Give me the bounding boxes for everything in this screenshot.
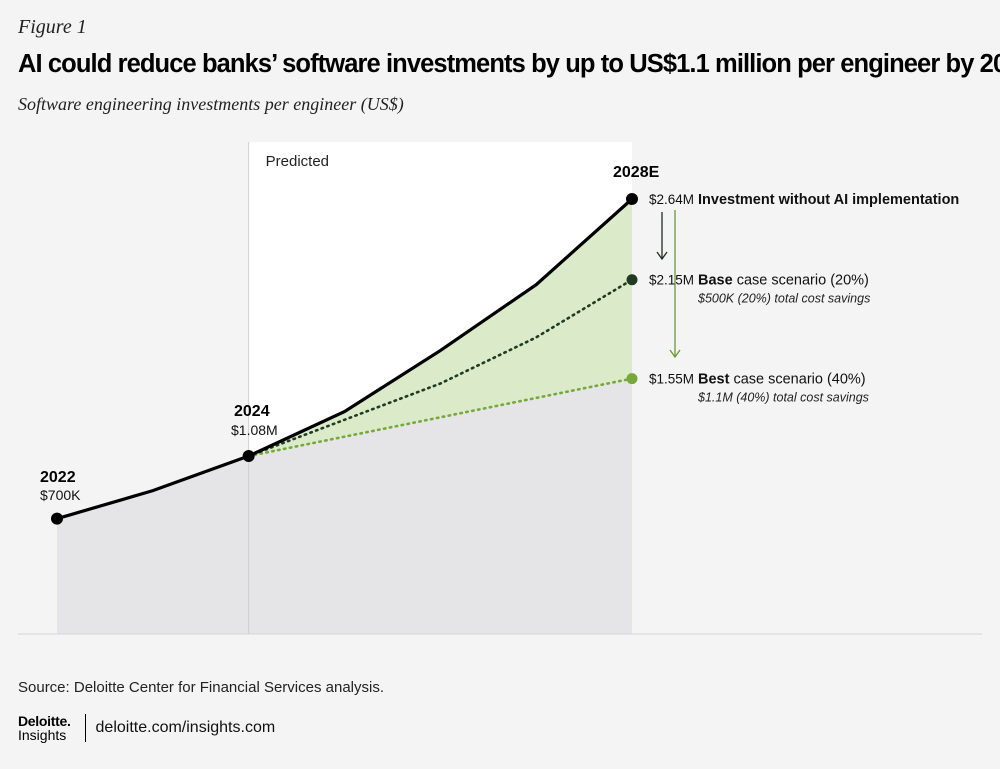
- end-label-bold-2: Best: [698, 372, 730, 388]
- chart-subtitle: Software engineering investments per eng…: [18, 94, 404, 114]
- label-value-2024: $1.08M: [231, 422, 278, 438]
- point-2028-base: [626, 274, 638, 286]
- brand-divider: [84, 714, 86, 742]
- end-label-bold-1: Base: [698, 273, 733, 289]
- chart-title: AI could reduce banks’ software investme…: [18, 50, 1000, 78]
- label-year-2028: 2028E: [613, 164, 660, 181]
- base-case-line: [247, 278, 634, 458]
- end-value-0: $2.64M: [649, 192, 694, 207]
- brand-footer: Deloitte. Insights deloitte.com/insights…: [18, 714, 275, 742]
- brand-name: Deloitte.: [18, 713, 71, 729]
- end-label-bold-0: Investment without AI implementation: [698, 192, 959, 208]
- brand-sub: Insights: [18, 727, 67, 743]
- figure-label: Figure 1: [18, 16, 87, 38]
- end-label-0: Investment without AI implementation: [698, 192, 959, 208]
- label-year-2022: 2022: [40, 469, 76, 486]
- deloitte-insights-logo: Deloitte. Insights: [18, 714, 71, 742]
- end-label-rest-1: case scenario (20%): [733, 273, 869, 289]
- point-2022: [51, 512, 63, 525]
- label-year-2024: 2024: [234, 403, 270, 420]
- arrow-base-head: [656, 251, 668, 261]
- point-2028-main: [626, 193, 638, 205]
- end-label-rest-2: case scenario (40%): [729, 372, 865, 388]
- historical-area: [57, 378, 632, 634]
- label-value-2022: $700K: [40, 487, 81, 503]
- point-2024: [242, 450, 255, 463]
- end-label-2: Best case scenario (40%): [698, 372, 866, 388]
- savings-area: [248, 199, 632, 457]
- predicted-label: Predicted: [266, 153, 329, 170]
- main-investment-line: [56, 197, 634, 521]
- brand-url[interactable]: deloitte.com/insights.com: [95, 719, 276, 736]
- best-case-line: [247, 377, 634, 458]
- end-label-1: Base case scenario (20%): [698, 273, 869, 289]
- end-note-1: $500K (20%) total cost savings: [697, 292, 870, 306]
- end-note-2: $1.1M (40%) total cost savings: [697, 391, 869, 405]
- source-note: Source: Deloitte Center for Financial Se…: [18, 679, 384, 696]
- arrow-best-head: [669, 349, 681, 359]
- end-value-2: $1.55M: [649, 372, 694, 387]
- end-value-1: $2.15M: [649, 273, 694, 288]
- point-2028-best: [626, 373, 638, 385]
